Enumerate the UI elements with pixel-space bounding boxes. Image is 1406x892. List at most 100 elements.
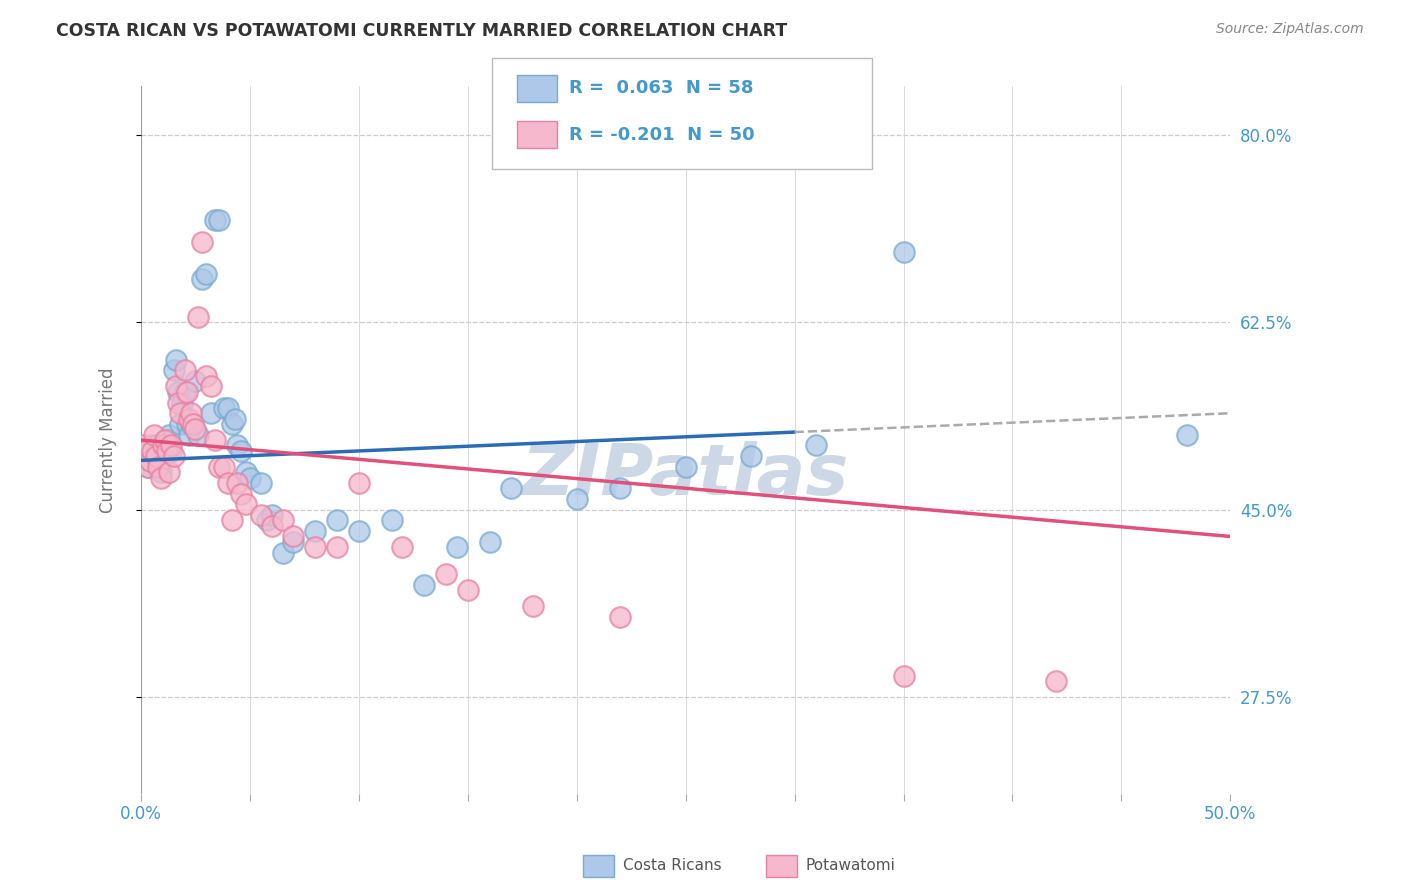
Point — [165, 352, 187, 367]
Point — [231, 443, 253, 458]
Point — [177, 411, 200, 425]
Point — [217, 401, 239, 415]
Point — [221, 417, 243, 431]
Point — [283, 534, 305, 549]
Point — [200, 406, 222, 420]
Text: R =  0.063  N = 58: R = 0.063 N = 58 — [569, 79, 754, 97]
Point — [173, 384, 195, 399]
Point — [176, 417, 198, 431]
Y-axis label: Currently Married: Currently Married — [100, 368, 117, 513]
Point — [143, 443, 166, 458]
Point — [1045, 674, 1067, 689]
Point — [167, 384, 190, 399]
Point — [187, 310, 209, 324]
Point — [153, 449, 176, 463]
Text: R = -0.201  N = 50: R = -0.201 N = 50 — [569, 126, 755, 144]
Point — [231, 486, 253, 500]
Point — [163, 363, 186, 377]
Point — [224, 411, 246, 425]
Point — [177, 427, 200, 442]
Point — [212, 459, 235, 474]
Point — [204, 433, 226, 447]
Point — [132, 438, 155, 452]
Point — [145, 449, 167, 463]
Point — [260, 518, 283, 533]
Point — [187, 427, 209, 442]
Point — [157, 427, 180, 442]
Point — [181, 417, 204, 431]
Point — [160, 438, 183, 452]
Point — [141, 443, 163, 458]
Point — [169, 406, 191, 420]
Point — [138, 454, 160, 468]
Point — [165, 379, 187, 393]
Point — [149, 470, 172, 484]
Point — [167, 395, 190, 409]
Point — [195, 267, 218, 281]
Text: ZIPatlas: ZIPatlas — [522, 441, 849, 510]
Point — [176, 384, 198, 399]
Point — [208, 459, 231, 474]
Point — [180, 406, 202, 420]
Point — [675, 459, 697, 474]
Point — [501, 481, 523, 495]
Point — [260, 508, 283, 522]
Point — [271, 513, 294, 527]
Point — [225, 475, 247, 490]
Point — [893, 669, 915, 683]
Point — [156, 443, 179, 458]
Point — [152, 443, 174, 458]
Point — [347, 475, 370, 490]
Point — [184, 374, 207, 388]
Point — [145, 438, 167, 452]
Point — [173, 363, 195, 377]
Point — [148, 454, 170, 468]
Point — [172, 395, 194, 409]
Point — [391, 540, 413, 554]
Point — [283, 529, 305, 543]
Point — [413, 577, 436, 591]
Point — [806, 438, 828, 452]
Point — [522, 599, 544, 614]
Point — [132, 443, 155, 458]
Point — [163, 449, 186, 463]
Point — [134, 443, 156, 458]
Point — [239, 470, 262, 484]
Point — [347, 524, 370, 538]
Point — [191, 235, 214, 249]
Point — [169, 417, 191, 431]
Point — [136, 459, 159, 474]
Point — [740, 449, 762, 463]
Point — [143, 427, 166, 442]
Point — [249, 475, 271, 490]
Point — [225, 438, 247, 452]
Point — [180, 417, 202, 431]
Point — [156, 433, 179, 447]
Point — [446, 540, 468, 554]
Point — [326, 513, 349, 527]
Point — [141, 438, 163, 452]
Point — [200, 379, 222, 393]
Point — [195, 368, 218, 383]
Point — [208, 213, 231, 227]
Point — [271, 545, 294, 559]
Point — [893, 245, 915, 260]
Point — [235, 497, 257, 511]
Point — [457, 582, 479, 597]
Point — [434, 566, 457, 581]
Text: Potawatomi: Potawatomi — [806, 858, 896, 872]
Point — [221, 513, 243, 527]
Point — [152, 438, 174, 452]
Point — [609, 481, 631, 495]
Point — [235, 465, 257, 479]
Point — [134, 449, 156, 463]
Point — [304, 524, 326, 538]
Point — [136, 459, 159, 474]
Point — [256, 513, 278, 527]
Point — [138, 454, 160, 468]
Point — [1175, 427, 1198, 442]
Point — [249, 508, 271, 522]
Point — [565, 491, 588, 506]
Text: Source: ZipAtlas.com: Source: ZipAtlas.com — [1216, 22, 1364, 37]
Point — [217, 475, 239, 490]
